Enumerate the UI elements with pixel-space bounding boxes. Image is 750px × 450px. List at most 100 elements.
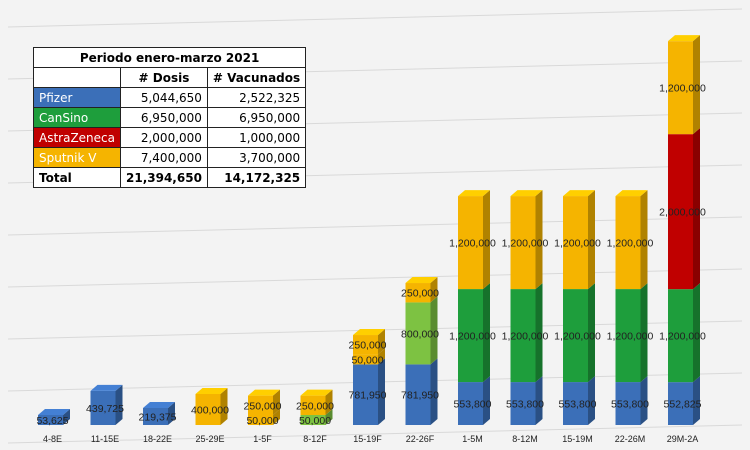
bar-segment — [353, 329, 385, 355]
bar-segment-top — [510, 190, 543, 197]
category-tick-label: 1-5F — [253, 434, 272, 444]
bar-8-12M — [510, 190, 543, 425]
bar-segment-top — [143, 401, 175, 408]
bar-segment-front — [405, 364, 431, 425]
data-label: 439,725 — [86, 403, 124, 415]
table-title-row: Periodo enero-marzo 2021 — [32, 47, 307, 68]
dosis-pfizer: 5,044,650 — [120, 87, 208, 108]
bar-22-26F — [405, 277, 438, 425]
bar-segment-front — [90, 390, 116, 425]
bar-segment-top — [90, 384, 123, 391]
vaccine-name-cansino: CanSino — [33, 107, 121, 128]
bar-segment-side — [483, 376, 490, 425]
bar-segment-side — [693, 128, 700, 290]
bar-segment-side — [588, 376, 595, 425]
total-label: Total — [33, 167, 121, 188]
category-tick-label: 22-26F — [406, 434, 435, 444]
bar-segment-side — [535, 283, 543, 383]
bar-segment — [668, 283, 700, 383]
category-tick-label: 11-15E — [91, 434, 119, 444]
bar-segment-front — [615, 382, 641, 425]
bar-segment-front — [510, 289, 536, 383]
bar-segment-side — [378, 358, 385, 425]
bar-segment-top — [563, 190, 595, 197]
bar-segment — [563, 376, 595, 425]
data-label: 1,200,000 — [607, 238, 654, 250]
bar-segment-front — [668, 289, 693, 383]
bar-segment — [458, 190, 490, 290]
bar-segment — [248, 409, 280, 425]
bar-segment-side — [273, 409, 280, 425]
category-tick-label: 25-29E — [195, 434, 224, 444]
bar-8-12F — [300, 389, 333, 425]
bar-15-19M — [563, 190, 595, 425]
data-label: 781,950 — [349, 390, 387, 402]
bar-segment-side — [640, 190, 648, 290]
bar-18-22E — [143, 401, 175, 425]
gridline — [7, 424, 743, 444]
data-label: 53,625 — [36, 415, 68, 427]
table-header-empty — [33, 67, 121, 88]
bar-22-26M — [615, 190, 648, 425]
bar-segment-top — [248, 389, 280, 396]
bar-segment-front — [38, 415, 63, 425]
data-label: 50,000 — [299, 415, 331, 427]
bar-1-5F — [248, 389, 280, 425]
vacunados-cansino: 6,950,000 — [206, 107, 307, 128]
bar-segment-front — [458, 289, 483, 383]
data-label: 2,000,000 — [659, 207, 706, 219]
bar-segment-front — [510, 196, 536, 290]
total-dosis: 21,394,650 — [120, 167, 208, 188]
bar-segment — [300, 389, 333, 415]
chart-data-labels: 53,625 439,725 219,375 400,000 50,000 250,000… — [36, 83, 706, 427]
bar-segment — [405, 277, 438, 303]
vaccine-name-pfizer: Pfizer — [33, 87, 121, 108]
table-row-astrazeneca: AstraZeneca 2,000,000 1,000,000 — [33, 127, 307, 148]
bar-segment — [615, 190, 648, 290]
bar-segment-side — [483, 283, 490, 383]
bar-15-19F — [353, 329, 385, 425]
bar-segment — [90, 384, 123, 425]
data-label: 1,200,000 — [502, 238, 549, 250]
bar-segment-front — [668, 134, 693, 290]
bar-segment — [458, 376, 490, 425]
bar-segment — [510, 376, 543, 425]
bar-segment-side — [640, 376, 648, 425]
vaccine-summary-table: Periodo enero-marzo 2021 # Dosis # Vacun… — [32, 47, 307, 188]
data-label: 50,000 — [351, 354, 383, 366]
category-tick-label: 29M-2A — [667, 434, 699, 444]
category-tick-label: 15-19F — [353, 434, 382, 444]
bar-segment-front — [248, 395, 273, 415]
data-label: 1,200,000 — [554, 238, 601, 250]
bar-segment — [563, 190, 595, 290]
data-label: 1,200,000 — [607, 331, 654, 343]
bar-segment-front — [668, 41, 693, 135]
bar-segment-side — [640, 283, 648, 383]
bar-segment-side — [430, 296, 438, 365]
gridline — [7, 8, 743, 28]
bar-segment-top — [353, 329, 385, 336]
table-title: Periodo enero-marzo 2021 — [32, 47, 307, 68]
bar-segment-top — [458, 190, 490, 197]
category-tick-label: 22-26M — [615, 434, 646, 444]
bar-29M-2A — [668, 35, 700, 425]
bar-segment-side — [535, 190, 543, 290]
data-label: 552,825 — [664, 399, 702, 411]
bar-segment-top — [195, 388, 228, 394]
bar-segment — [458, 283, 490, 383]
category-tick-label: 8-12M — [512, 434, 538, 444]
data-label: 1,200,000 — [659, 331, 706, 343]
header-dosis: # Dosis — [120, 67, 208, 88]
bar-segment-front — [353, 364, 378, 425]
bar-segment-front — [143, 407, 168, 425]
bar-segment-front — [563, 196, 588, 290]
dosis-sputnik: 7,400,000 — [120, 147, 208, 168]
bar-segment-side — [378, 348, 385, 365]
table-row-cansino: CanSino 6,950,000 6,950,000 — [33, 107, 307, 128]
bar-segment-front — [353, 354, 378, 365]
chart-category-labels: 4-8E 11-15E 18-22E 25-29E 1-5F 8-12F 15-19F 22-… — [43, 434, 698, 444]
bar-segment-top — [668, 35, 700, 42]
bar-segment-front — [458, 196, 483, 290]
data-label: 553,800 — [506, 399, 544, 411]
